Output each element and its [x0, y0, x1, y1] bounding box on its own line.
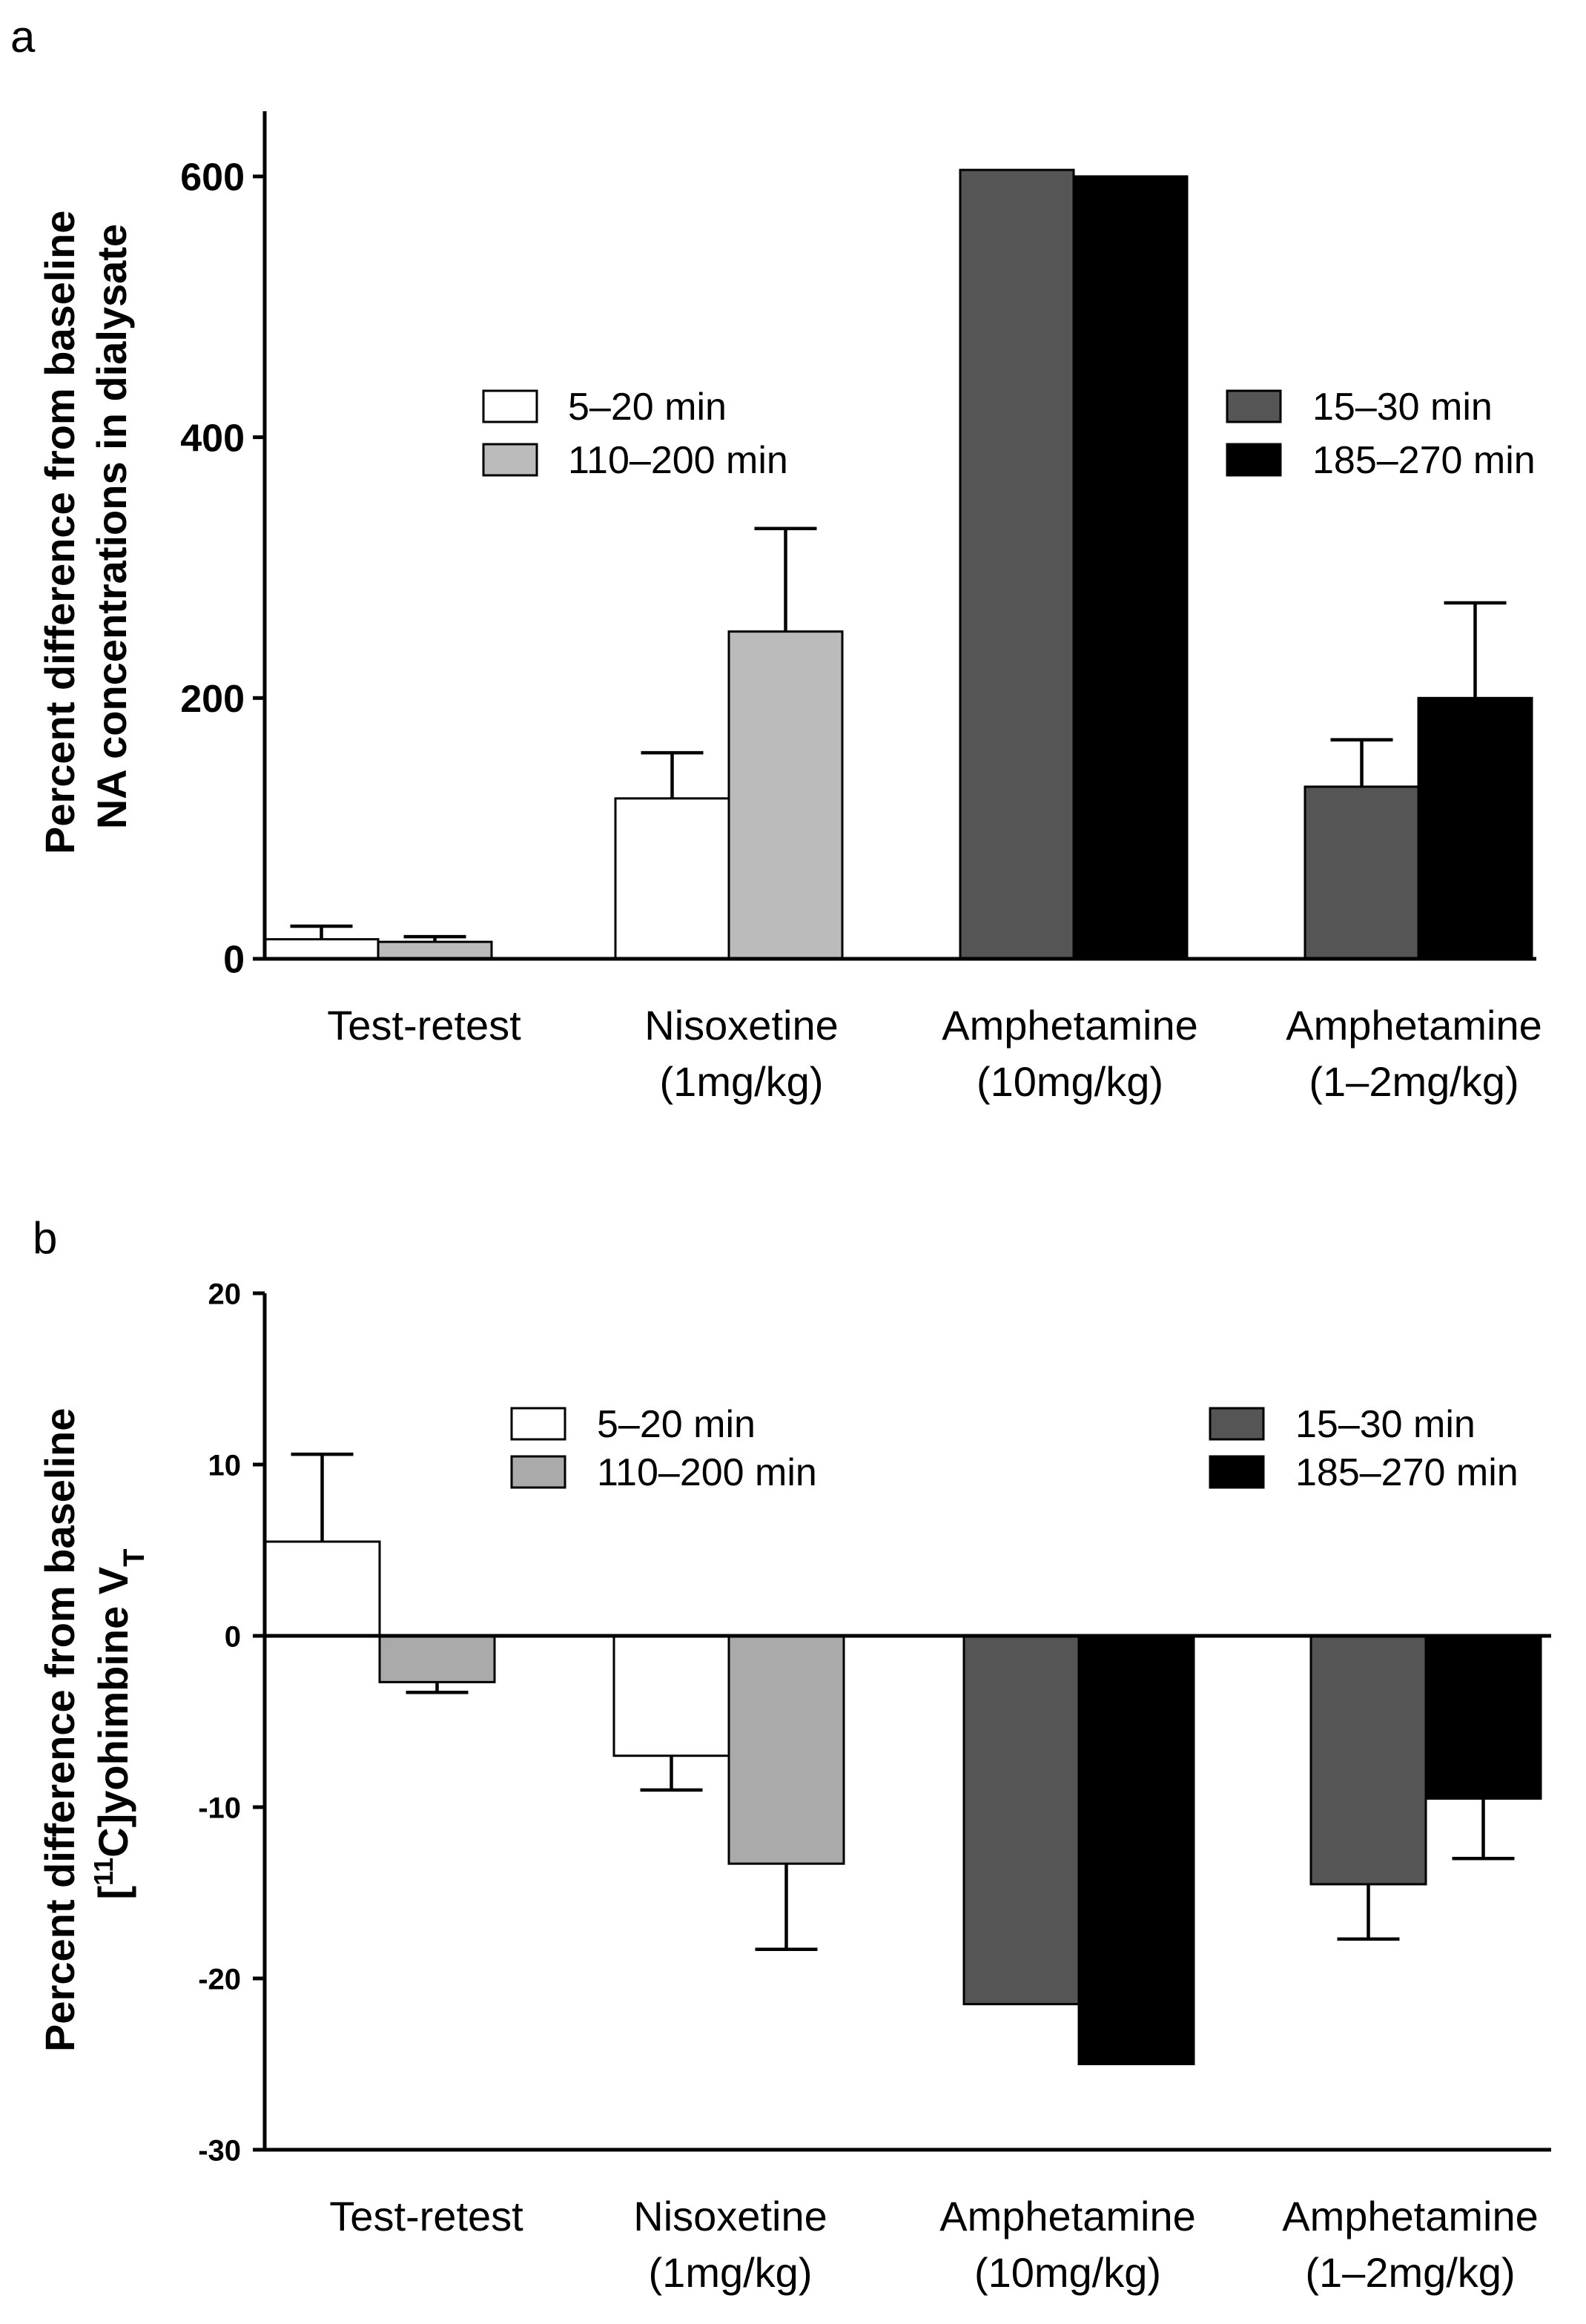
panel-b-letter: b	[33, 1213, 57, 1263]
panel-a-legend-left-label-0: 5–20 min	[568, 386, 727, 429]
panel-a-category-label-2-line1: (10mg/kg)	[977, 1058, 1163, 1105]
panel-a-y-tick-label: 400	[180, 417, 245, 460]
panel-b-legend-right-swatch-0	[1209, 1407, 1265, 1441]
panel-a-y-tick-label: 600	[180, 156, 245, 199]
panel-a-legend-right-swatch-0	[1226, 389, 1282, 423]
panel-a-bar-cat0-slot0	[263, 938, 380, 960]
panel-a-y-axis-title-line2: NA concentrations in dialysate	[88, 224, 135, 829]
panel-b-category-label-1-line1: (1mg/kg)	[649, 2249, 813, 2296]
panel-b-bar-cat2-slot1	[1077, 1634, 1195, 2065]
panel-a-category-label-2-line0: Amphetamine	[942, 1002, 1198, 1049]
panel-b-bar-cat1-slot0	[612, 1634, 730, 1757]
panel-a-category-label-0-line0: Test-retest	[327, 1002, 521, 1049]
panel-b-bar-cat3-slot0	[1309, 1634, 1427, 1886]
panel-b-y-tick-label: 20	[208, 1278, 242, 1310]
panel-a-bar-cat0-slot1	[377, 940, 493, 960]
panel-b-y-tick-label: 0	[225, 1620, 241, 1653]
panel-b-category-label-2-line0: Amphetamine	[939, 2193, 1196, 2239]
panel-a-bar-cat2-slot0	[959, 168, 1075, 960]
panel-b-legend-left-label-1: 110–200 min	[597, 1451, 817, 1494]
panel-b-bar-cat0-slot1	[378, 1634, 496, 1683]
panel-b-y-title-bracket: [	[90, 1886, 136, 1900]
panel-a-category-label-1-line1: (1mg/kg)	[660, 1058, 824, 1105]
panel-b-y-title-subscript: T	[118, 1548, 151, 1566]
panel-a-legend-right-label-1: 185–270 min	[1312, 439, 1536, 482]
panel-b-y-title-superscript: 11	[88, 1858, 119, 1886]
panel-a-bar-cat3-slot0	[1304, 785, 1420, 960]
panel-b-legend-left-label-0: 5–20 min	[597, 1403, 756, 1446]
panel-a-legend-left-swatch-0	[482, 389, 538, 423]
panel-a-bar-cat3-slot1	[1417, 696, 1533, 960]
panel-b-chart: b Percent difference from baseline [11C]…	[33, 1213, 1551, 2296]
panel-b-y-axis-title: Percent difference from baseline [11C]yo…	[36, 1396, 151, 2052]
panel-b-legend-right-swatch-1	[1209, 1455, 1265, 1489]
panel-a-bar-cat1-slot0	[614, 797, 730, 960]
panel-b-bar-cat1-slot1	[727, 1634, 845, 1865]
panel-a-category-label-1-line0: Nisoxetine	[644, 1002, 838, 1049]
panel-a-bar-cat2-slot1	[1072, 175, 1189, 960]
panel-b-category-label-2-line1: (10mg/kg)	[974, 2249, 1161, 2296]
panel-b-y-tick-label: -10	[198, 1792, 241, 1824]
panel-b-legend-left-swatch-0	[510, 1407, 566, 1441]
panel-a-bar-cat1-slot1	[727, 630, 844, 960]
panel-b-legend-right-label-0: 15–30 min	[1295, 1403, 1476, 1446]
panel-a-legend-right-label-0: 15–30 min	[1312, 386, 1493, 429]
panel-a-chart: a Percent difference from baseline NA co…	[10, 12, 1542, 1105]
panel-b-y-title-main: C]yohimbine V	[90, 1567, 136, 1858]
panel-a-category-label-3-line1: (1–2mg/kg)	[1309, 1058, 1519, 1105]
panel-b-category-label-1-line0: Nisoxetine	[633, 2193, 827, 2239]
panel-a-legend-left-label-1: 110–200 min	[568, 439, 788, 482]
panel-b-legend-left-swatch-1	[510, 1455, 566, 1489]
panel-a-letter: a	[10, 12, 36, 62]
panel-a-y-tick-label: 200	[180, 678, 245, 721]
panel-b-y-axis-title-line2: [11C]yohimbine VT	[88, 1548, 151, 1899]
panel-a-category-label-3-line0: Amphetamine	[1286, 1002, 1542, 1049]
panel-b-bar-cat2-slot0	[962, 1634, 1080, 2006]
panel-b-bar-cat3-slot1	[1424, 1634, 1542, 1800]
panel-b-y-tick-label: 10	[208, 1449, 242, 1482]
panel-b-y-tick-label: -20	[198, 1963, 241, 1995]
panel-b-y-axis-title-line1: Percent difference from baseline	[36, 1408, 83, 2052]
panel-b-y-tick-label: -30	[198, 2134, 241, 2167]
panel-a-y-axis-title: Percent difference from baseline NA conc…	[36, 199, 135, 854]
panel-a-legend-right-swatch-1	[1226, 443, 1282, 477]
panel-a-legend-left-swatch-1	[482, 443, 538, 477]
panel-b-bar-cat0-slot0	[263, 1540, 381, 1637]
panel-b-category-label-3-line1: (1–2mg/kg)	[1305, 2249, 1515, 2296]
panel-a-y-tick-label: 0	[223, 939, 245, 982]
panel-b-legend-right-label-1: 185–270 min	[1295, 1451, 1519, 1494]
panel-b-category-label-0-line0: Test-retest	[329, 2193, 523, 2239]
panel-a-y-axis-title-line1: Percent difference from baseline	[36, 211, 83, 854]
panel-b-category-label-3-line0: Amphetamine	[1282, 2193, 1539, 2239]
